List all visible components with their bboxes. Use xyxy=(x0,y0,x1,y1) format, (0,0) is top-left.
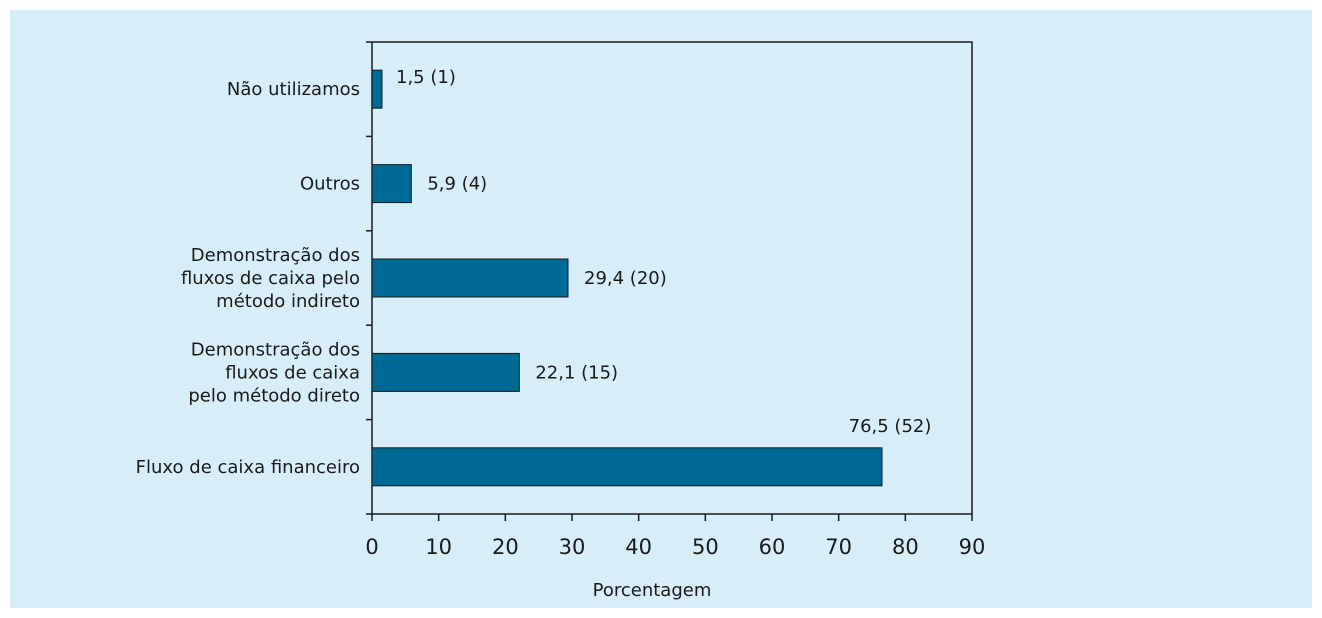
category-label: Demonstração dos fluxos de caixa pelo méto… xyxy=(181,245,360,312)
bars xyxy=(371,69,883,487)
x-tick-label: 50 xyxy=(692,535,719,559)
bar-chart: 0 10 20 30 40 50 60 70 80 90 Não utilizamos Outros… xyxy=(136,41,985,601)
x-tick-label: 0 xyxy=(365,535,378,559)
value-label: 29,4 (20) xyxy=(584,268,667,289)
category-label: Fluxo de caixa financeiro xyxy=(136,457,360,478)
x-tick-label: 40 xyxy=(625,535,652,559)
x-tick-label: 10 xyxy=(425,535,452,559)
x-tick-label: 80 xyxy=(892,535,919,559)
x-tick-label: 30 xyxy=(559,535,586,559)
category-label: Não utilizamos xyxy=(227,79,360,100)
x-tick-label: 60 xyxy=(759,535,786,559)
category-label: Outros xyxy=(300,174,360,195)
x-axis-label: Porcentagem xyxy=(593,580,712,601)
value-label: 5,9 (4) xyxy=(427,174,487,195)
x-tick-label: 20 xyxy=(492,535,519,559)
bar xyxy=(371,69,383,109)
x-axis-ticks: 0 10 20 30 40 50 60 70 80 90 xyxy=(365,514,985,559)
x-tick-label: 70 xyxy=(825,535,852,559)
x-tick-label: 90 xyxy=(959,535,986,559)
bar xyxy=(371,258,569,298)
bar xyxy=(371,352,520,392)
value-label: 76,5 (52) xyxy=(849,416,932,437)
bar xyxy=(371,447,883,487)
bar xyxy=(371,164,412,204)
value-labels: 1,5 (1) 5,9 (4) 29,4 (20) 22,1 (15) 76,5 (52… xyxy=(396,67,931,437)
value-label: 1,5 (1) xyxy=(396,67,456,88)
category-label: Demonstração dos fluxos de caixa pelo méto… xyxy=(188,339,360,406)
y-axis-ticks xyxy=(366,41,372,515)
chart-panel: 0 10 20 30 40 50 60 70 80 90 Não utilizamos Outros… xyxy=(10,10,1312,608)
value-label: 22,1 (15) xyxy=(535,362,618,383)
category-labels: Não utilizamos Outros Demonstração dos flux… xyxy=(136,79,360,478)
